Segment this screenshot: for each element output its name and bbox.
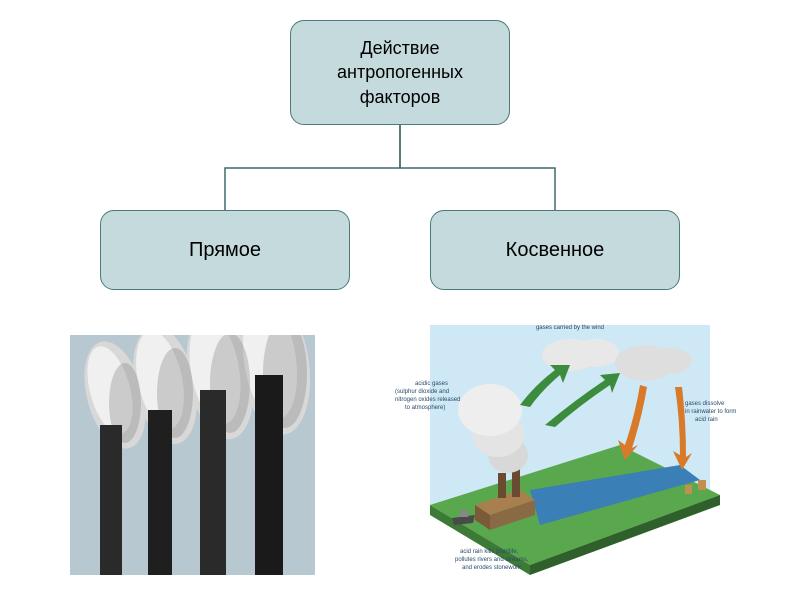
child-node-direct: Прямое: [100, 210, 350, 290]
label-top: gases carried by the wind: [536, 325, 604, 331]
label-left-1: acidic gases: [415, 381, 448, 387]
label-right-2: in rainwater to form: [685, 409, 736, 415]
label-bottom-3: and erodes stonework: [462, 565, 522, 571]
label-right-1: gases dissolve: [685, 401, 725, 407]
child-node-indirect: Косвенное: [430, 210, 680, 290]
child-node-direct-label: Прямое: [189, 239, 261, 262]
root-node: Действие антропогенных факторов: [290, 20, 510, 125]
label-left-4: to atmosphere): [405, 405, 445, 411]
diagram-container: Действие антропогенных факторов Прямое К…: [0, 0, 800, 600]
label-left-2: (sulphur dioxide and: [395, 389, 449, 395]
image-smokestacks: [70, 335, 315, 575]
label-bottom-1: acid rain kills plantlife,: [460, 549, 519, 555]
child-node-indirect-label: Косвенное: [506, 239, 605, 262]
image-acid-rain-cycle: gases carried by the wind acidic gases (…: [380, 315, 740, 575]
root-node-label: Действие антропогенных факторов: [299, 36, 501, 109]
label-right-3: acid rain: [695, 417, 718, 423]
label-left-3: nitrogen oxides released: [395, 397, 460, 403]
label-bottom-2: pollutes rivers and streams,: [455, 557, 529, 563]
